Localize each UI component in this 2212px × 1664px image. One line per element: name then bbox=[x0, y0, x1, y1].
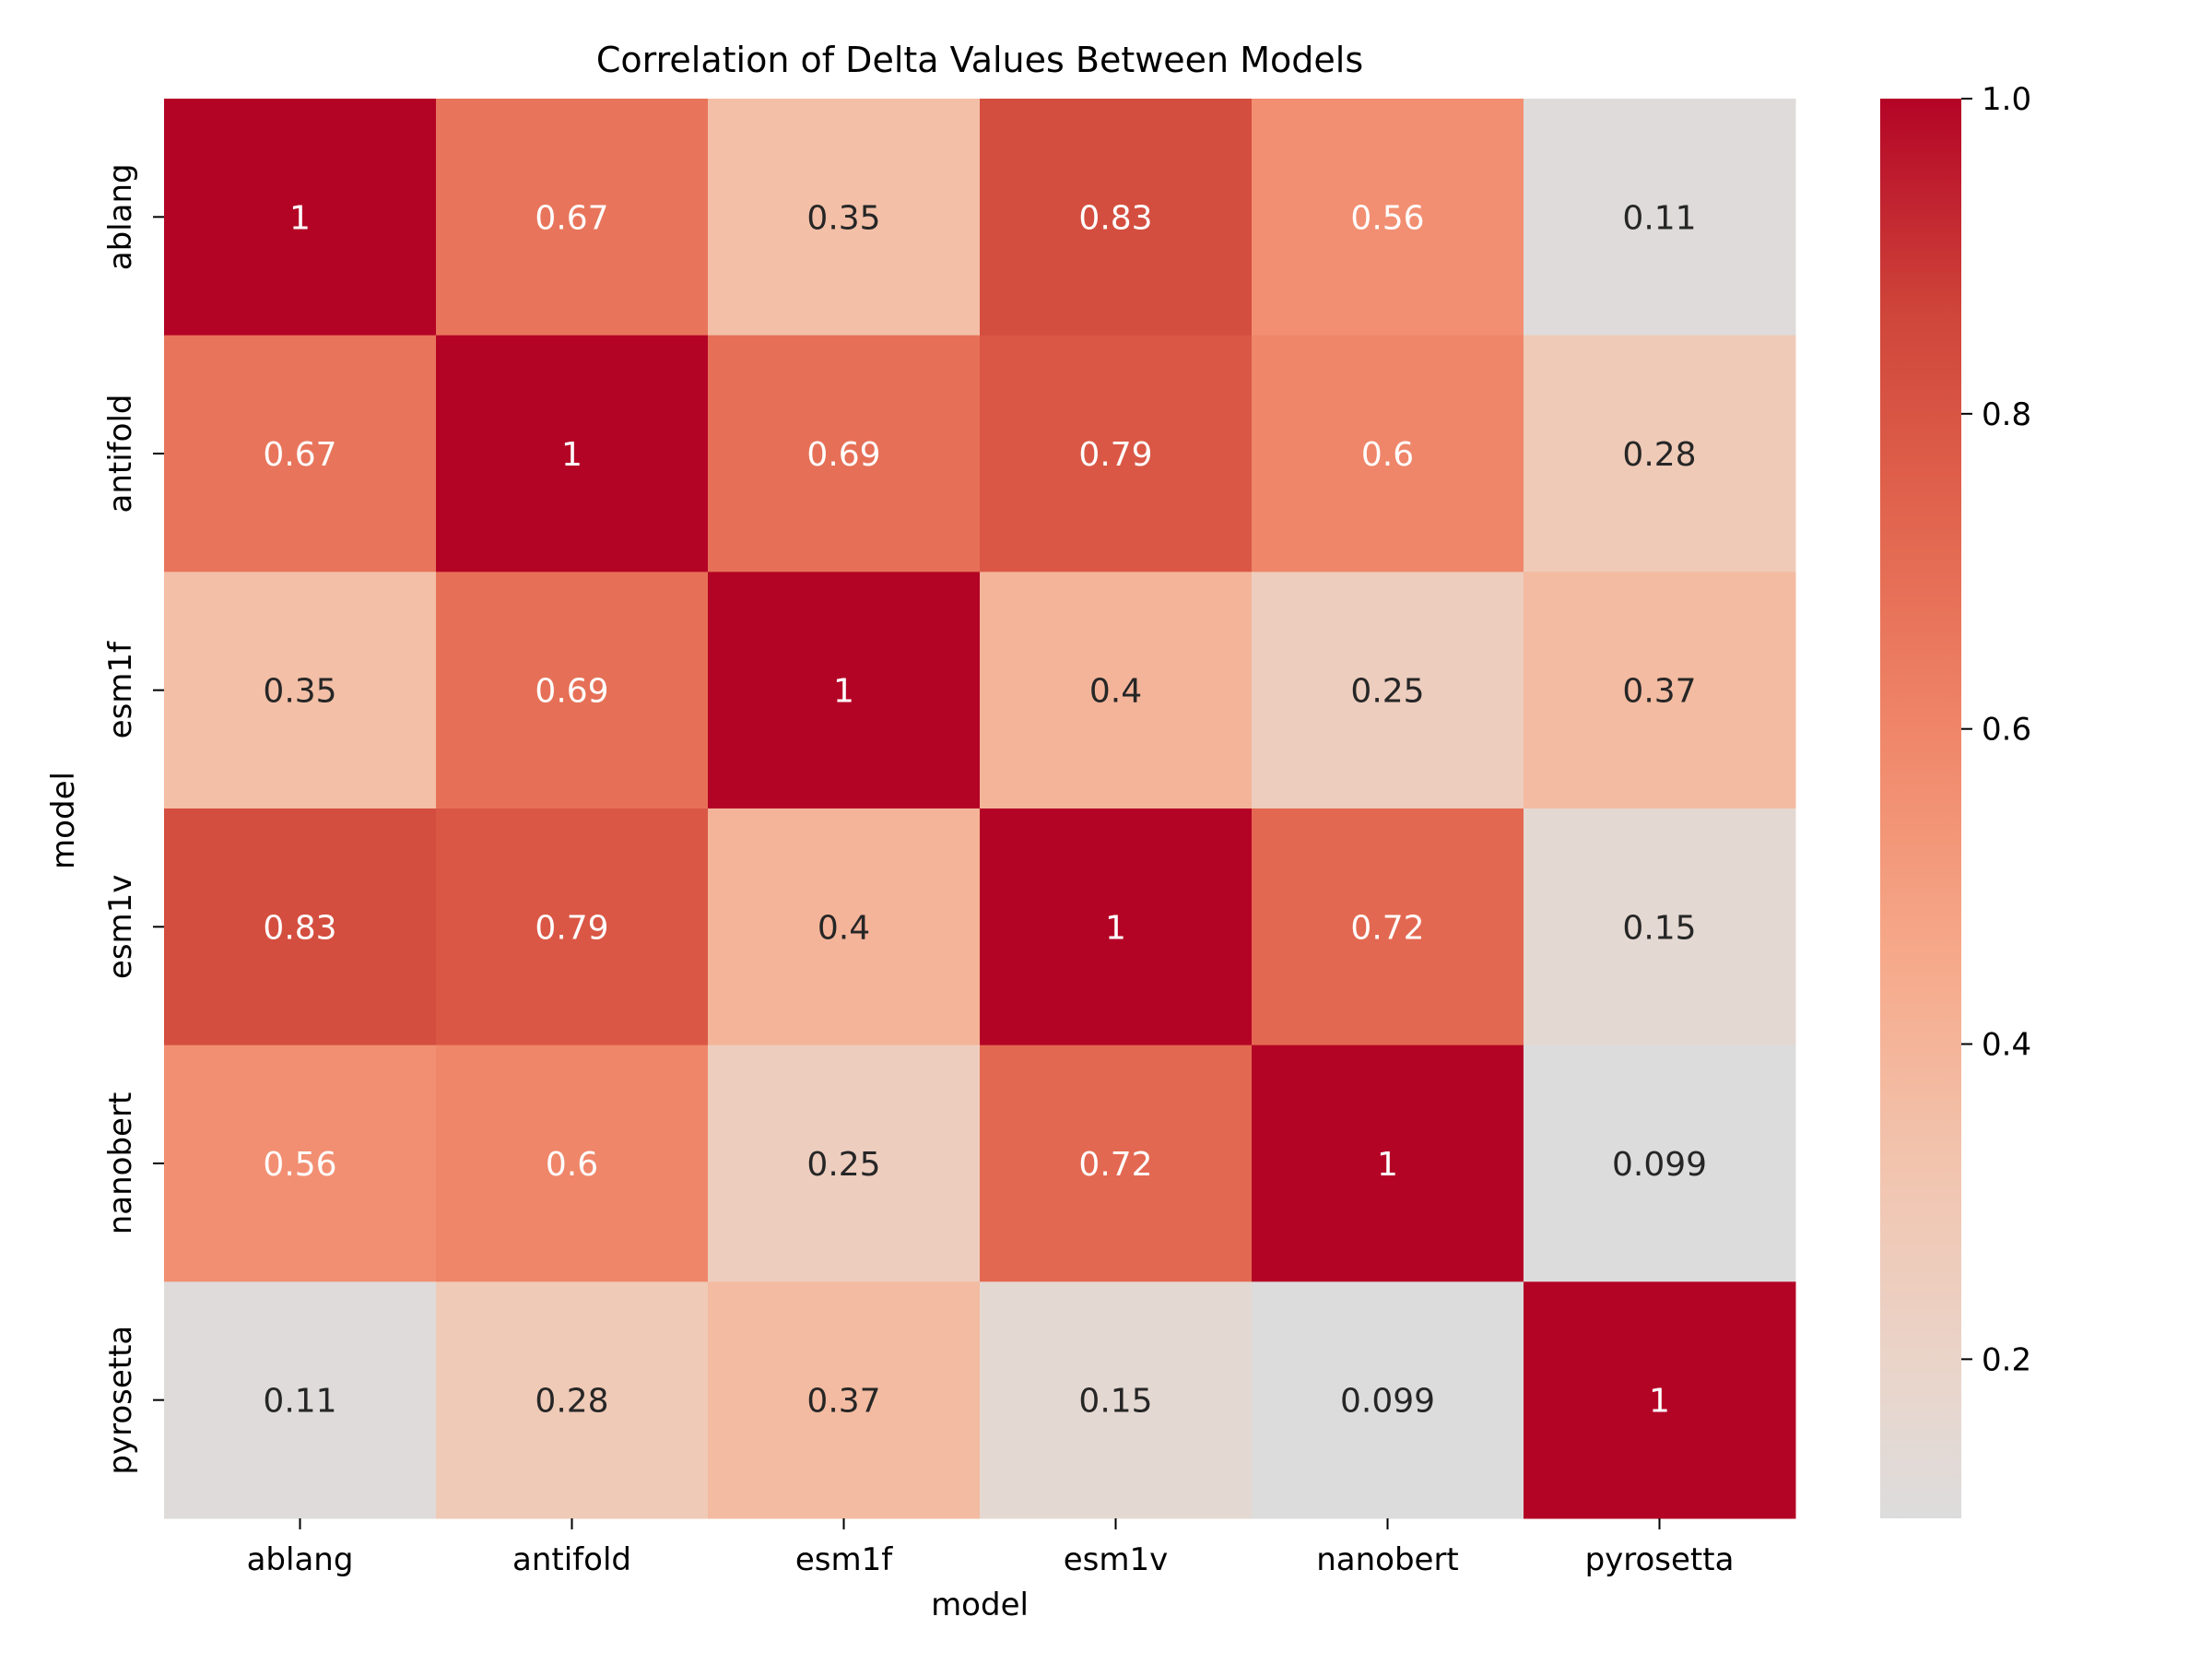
cell-annotation: 0.83 bbox=[1078, 199, 1152, 237]
heatmap-cell bbox=[436, 1281, 709, 1519]
y-axis-label: model bbox=[45, 772, 82, 869]
y-tick-label: esm1f bbox=[102, 641, 139, 738]
x-axis: ablang antifold esm1f esm1v nanobert pyrosett… bbox=[247, 1518, 1735, 1578]
cell-annotation: 0.35 bbox=[263, 673, 336, 711]
heatmap-cell bbox=[1252, 1281, 1524, 1519]
heatmap-cell bbox=[436, 572, 709, 809]
cell-annotation: 0.37 bbox=[806, 1383, 880, 1421]
heatmap-cell bbox=[164, 335, 437, 572]
x-axis-label: model bbox=[931, 1587, 1029, 1623]
heatmap-cell bbox=[164, 1281, 437, 1519]
heatmap-cell bbox=[436, 335, 709, 572]
colorbar: 0.2 0.4 0.6 0.8 1.0 bbox=[1880, 81, 2031, 1518]
cell-annotation: 0.67 bbox=[263, 436, 336, 474]
cell-annotation: 0.69 bbox=[535, 673, 608, 711]
colorbar-tick-label: 1.0 bbox=[1982, 81, 2031, 118]
colorbar-gradient bbox=[1880, 99, 1961, 1518]
y-axis: ablang antifold esm1f esm1v nanobert pyrosett… bbox=[102, 163, 164, 1475]
heatmap-cell bbox=[708, 335, 981, 572]
heatmap-cell bbox=[980, 1044, 1253, 1282]
cell-annotation: 1 bbox=[561, 436, 582, 474]
cell-annotation: 0.15 bbox=[1622, 909, 1696, 947]
cell-annotation: 0.25 bbox=[806, 1146, 880, 1184]
cell-annotation: 0.79 bbox=[1078, 436, 1152, 474]
cell-annotation: 0.4 bbox=[1089, 673, 1142, 711]
y-tick-label: antifold bbox=[102, 395, 139, 513]
heatmap-cell bbox=[708, 808, 981, 1046]
cell-annotation: 0.28 bbox=[1622, 436, 1696, 474]
cell-annotation: 0.56 bbox=[1350, 199, 1424, 237]
cell-annotation: 0.69 bbox=[806, 436, 880, 474]
cell-annotation: 0.72 bbox=[1078, 1146, 1152, 1184]
heatmap-cell bbox=[436, 1044, 709, 1282]
heatmap-cell bbox=[1524, 808, 1796, 1046]
cell-annotation: 0.35 bbox=[806, 199, 880, 237]
heatmap-cell bbox=[1252, 335, 1524, 572]
heatmap-cell bbox=[980, 572, 1253, 809]
colorbar-tick-label: 0.2 bbox=[1982, 1341, 2031, 1378]
cell-annotation: 0.11 bbox=[263, 1383, 336, 1421]
cell-annotation: 0.25 bbox=[1350, 673, 1424, 711]
cell-annotation: 0.6 bbox=[546, 1146, 598, 1184]
cell-annotation: 0.37 bbox=[1622, 673, 1696, 711]
heatmap-cell bbox=[708, 1044, 981, 1282]
cell-annotation: 0.15 bbox=[1078, 1383, 1152, 1421]
cell-annotation: 0.4 bbox=[818, 909, 870, 947]
cell-annotation: 1 bbox=[289, 199, 311, 237]
cell-annotation: 0.56 bbox=[263, 1146, 336, 1184]
colorbar-tick-label: 0.4 bbox=[1982, 1027, 2031, 1064]
heatmap-cell bbox=[436, 99, 709, 336]
cell-annotation: 0.72 bbox=[1350, 909, 1424, 947]
heatmap-cell bbox=[164, 572, 437, 809]
heatmap-cell bbox=[1524, 99, 1796, 336]
y-tick-label: esm1v bbox=[102, 875, 139, 980]
cell-annotation: 1 bbox=[1377, 1146, 1398, 1184]
cell-annotation: 0.099 bbox=[1340, 1383, 1435, 1421]
x-tick-label: esm1f bbox=[795, 1541, 893, 1578]
cell-annotation: 1 bbox=[1649, 1383, 1670, 1421]
heatmap-cell bbox=[1252, 1044, 1524, 1282]
heatmap-cell bbox=[1252, 572, 1524, 809]
heatmap-cell bbox=[1524, 1044, 1796, 1282]
cell-annotation: 1 bbox=[833, 673, 854, 711]
cell-annotation: 0.11 bbox=[1622, 199, 1696, 237]
x-tick-label: nanobert bbox=[1316, 1541, 1459, 1578]
heatmap-cell bbox=[980, 808, 1253, 1046]
chart-title: Correlation of Delta Values Between Mode… bbox=[596, 40, 1363, 80]
heatmap-cell bbox=[980, 1281, 1253, 1519]
cell-annotation: 0.099 bbox=[1612, 1146, 1707, 1184]
heatmap-cell bbox=[1524, 335, 1796, 572]
heatmap-cell bbox=[708, 99, 981, 336]
heatmap-cell bbox=[980, 99, 1253, 336]
y-tick-label: pyrosetta bbox=[102, 1326, 139, 1475]
heatmap-cell bbox=[1252, 99, 1524, 336]
cell-annotation: 0.79 bbox=[535, 909, 608, 947]
cell-annotation: 0.6 bbox=[1361, 436, 1414, 474]
heatmap-cell bbox=[1524, 572, 1796, 809]
cell-annotation: 0.67 bbox=[535, 199, 608, 237]
heatmap-cell bbox=[708, 572, 981, 809]
x-tick-label: antifold bbox=[512, 1541, 631, 1578]
cell-annotation: 1 bbox=[1105, 909, 1126, 947]
heatmap-cell bbox=[164, 1044, 437, 1282]
colorbar-tick-label: 0.6 bbox=[1982, 712, 2031, 749]
colorbar-tick-label: 0.8 bbox=[1982, 396, 2031, 433]
y-tick-label: nanobert bbox=[102, 1092, 139, 1235]
heatmap-cell bbox=[708, 1281, 981, 1519]
heatmap-cell bbox=[164, 99, 437, 336]
heatmap-cells: 1 0.67 0.35 0.83 0.56 0.11 0.67 1 0.69 0.79 0.6 0.2… bbox=[164, 99, 1796, 1519]
cell-annotation: 0.83 bbox=[263, 909, 336, 947]
x-tick-label: pyrosetta bbox=[1585, 1541, 1735, 1578]
heatmap-cell bbox=[980, 335, 1253, 572]
heatmap-cell bbox=[164, 808, 437, 1046]
x-tick-label: esm1v bbox=[1064, 1541, 1169, 1578]
y-tick-label: ablang bbox=[102, 163, 139, 270]
heatmap-cell bbox=[436, 808, 709, 1046]
heatmap-cell bbox=[1252, 808, 1524, 1046]
heatmap-cell bbox=[1524, 1281, 1796, 1519]
x-tick-label: ablang bbox=[247, 1541, 354, 1578]
cell-annotation: 0.28 bbox=[535, 1383, 608, 1421]
